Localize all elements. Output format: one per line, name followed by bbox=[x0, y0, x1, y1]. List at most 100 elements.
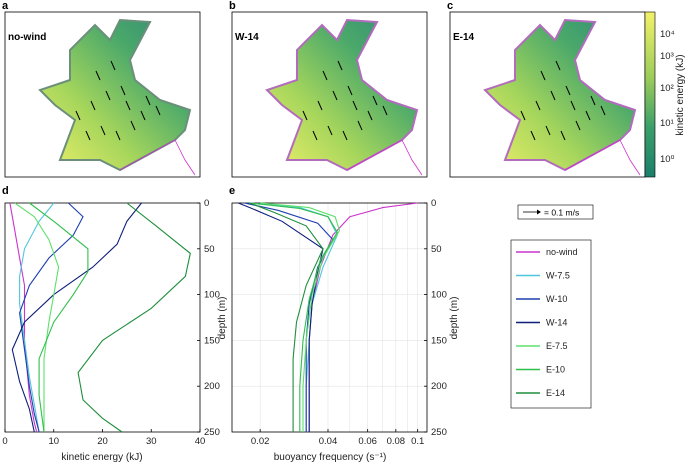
panel-label-e: e bbox=[229, 185, 235, 197]
velocity-arrow bbox=[545, 125, 551, 136]
velocity-arrow bbox=[85, 130, 91, 141]
series-line-E-10 bbox=[29, 202, 89, 433]
legend-label: E-14 bbox=[546, 388, 565, 398]
colorbar: 10⁰ 10¹ 10² 10³ 10⁴ kinetic energy (kJ) bbox=[644, 11, 685, 178]
velocity-arrow bbox=[100, 125, 106, 136]
velocity-arrow bbox=[540, 70, 546, 81]
y-ticks: 0 50 100 150 200 250 bbox=[197, 198, 220, 438]
legend-label: E-7.5 bbox=[546, 341, 568, 351]
series-lines bbox=[238, 202, 418, 432]
velocity-arrow bbox=[90, 100, 96, 111]
velocity-arrow bbox=[382, 105, 388, 116]
x-tick-label: 0.02 bbox=[251, 436, 270, 447]
y-tick-label: 0 bbox=[431, 198, 436, 209]
velocity-arrow bbox=[352, 100, 358, 111]
velocity-arrow bbox=[550, 90, 556, 101]
boundary-line bbox=[564, 139, 641, 176]
velocity-arrow bbox=[367, 110, 373, 121]
velocity-arrow bbox=[155, 105, 161, 116]
velocity-arrow bbox=[590, 95, 596, 106]
velocity-arrow bbox=[115, 130, 121, 141]
x-tick-label: 0.04 bbox=[319, 436, 338, 447]
map-panel-b: W-14 b bbox=[229, 0, 428, 178]
velocity-arrow bbox=[110, 60, 116, 71]
velocity-arrow bbox=[600, 105, 606, 116]
boundary-line bbox=[346, 139, 423, 176]
x-axis-label: buoyancy frequency (s⁻¹) bbox=[274, 452, 387, 463]
series-line-no-wind bbox=[9, 202, 38, 433]
velocity-arrow bbox=[312, 130, 318, 141]
velocity-arrow bbox=[120, 85, 126, 96]
arrowhead-icon bbox=[537, 209, 541, 215]
boundary-line bbox=[119, 139, 196, 176]
y-tick-label: 100 bbox=[204, 290, 220, 301]
x-tick-label: 20 bbox=[97, 436, 108, 447]
legend-label: no-wind bbox=[546, 247, 578, 257]
colorbar-tick: 10⁴ bbox=[660, 29, 675, 40]
plot-bg bbox=[232, 203, 427, 432]
x-tick-label: 10 bbox=[48, 436, 59, 447]
legend-label: W-10 bbox=[546, 294, 567, 304]
scale-arrow-label: = 0.1 m/s bbox=[544, 208, 579, 218]
velocity-arrow bbox=[130, 120, 136, 131]
y-tick-label: 250 bbox=[204, 427, 220, 438]
x-ticks: 0 10 20 30 40 bbox=[2, 429, 205, 447]
velocity-arrow bbox=[95, 70, 101, 81]
legend-label: E-10 bbox=[546, 365, 565, 375]
y-axis-label: depth (m) bbox=[217, 297, 228, 340]
y-tick-label: 250 bbox=[431, 427, 447, 438]
map-panel-c: E-14 c bbox=[447, 0, 646, 178]
series-lines bbox=[9, 202, 191, 433]
series-line-W-10 bbox=[19, 202, 84, 433]
x-ticks: 0.02 0.04 0.06 0.08 0.1 bbox=[251, 429, 424, 447]
series-line-E-7.5 bbox=[260, 202, 341, 432]
velocity-arrow bbox=[317, 100, 323, 111]
velocity-arrow bbox=[570, 100, 576, 111]
series-line-E-14 bbox=[77, 202, 191, 433]
y-tick-label: 200 bbox=[431, 381, 447, 392]
colorbar-tick: 10² bbox=[660, 83, 674, 94]
colorbar-tick: 10⁰ bbox=[660, 154, 675, 165]
velocity-arrow bbox=[337, 60, 343, 71]
scale-arrow: = 0.1 m/s bbox=[517, 204, 594, 220]
series-line-W-7.5 bbox=[19, 202, 55, 433]
legend-label: W-14 bbox=[546, 318, 567, 328]
x-tick-label: 0.1 bbox=[411, 436, 424, 447]
y-axis-label: depth (m) bbox=[449, 297, 460, 340]
series-line-E-7.5 bbox=[14, 202, 60, 432]
velocity-arrow bbox=[322, 70, 328, 81]
velocity-arrow bbox=[105, 90, 111, 101]
x-tick-label: 0.06 bbox=[358, 436, 377, 447]
y-tick-label: 150 bbox=[204, 335, 220, 346]
velocity-arrow bbox=[332, 90, 338, 101]
x-axis-label: kinetic energy (kJ) bbox=[61, 452, 142, 463]
map-name-c: E-14 bbox=[453, 32, 475, 43]
series-line-E-14 bbox=[249, 202, 324, 432]
velocity-arrow bbox=[520, 110, 526, 121]
map-name-b: W-14 bbox=[235, 32, 259, 43]
y-ticks: 0 50 100 150 200 250 bbox=[424, 198, 447, 438]
colorbar-gradient bbox=[644, 11, 656, 178]
legend-label: W-7.5 bbox=[546, 271, 570, 281]
panel-label-d: d bbox=[2, 185, 9, 197]
y-tick-label: 50 bbox=[204, 244, 215, 255]
y-tick-label: 0 bbox=[204, 198, 209, 209]
velocity-arrow bbox=[140, 110, 146, 121]
velocity-arrow bbox=[75, 110, 81, 121]
velocity-arrow bbox=[575, 120, 581, 131]
x-tick-label: 0.08 bbox=[387, 436, 406, 447]
y-tick-label: 200 bbox=[204, 381, 220, 392]
series-line-W-10 bbox=[244, 202, 334, 432]
velocity-arrows bbox=[75, 60, 606, 141]
velocity-arrow bbox=[327, 125, 333, 136]
series-line-W-14 bbox=[238, 202, 324, 432]
colorbar-label: kinetic energy (kJ) bbox=[675, 54, 685, 135]
velocity-arrow bbox=[535, 100, 541, 111]
y-tick-label: 50 bbox=[431, 244, 442, 255]
y-tick-label: 150 bbox=[431, 335, 447, 346]
panel-e: e 0.02 0.04 0.06 0.08 0.1 0 50 100 150 200 250 bu… bbox=[217, 185, 460, 463]
velocity-arrow bbox=[372, 95, 378, 106]
velocity-arrow bbox=[357, 120, 363, 131]
map-name-a: no-wind bbox=[8, 32, 46, 43]
